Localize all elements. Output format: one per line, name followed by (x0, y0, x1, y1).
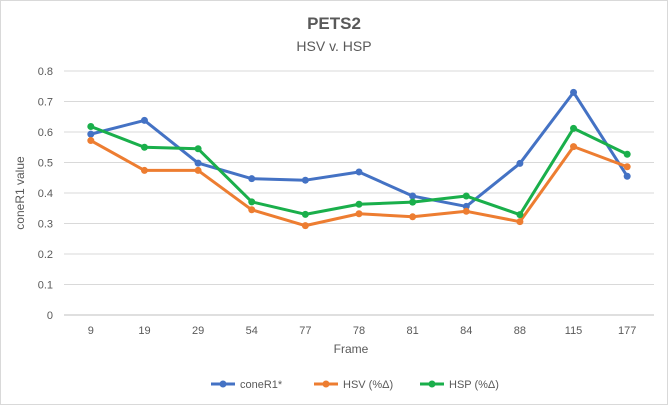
x-tick-label: 78 (353, 325, 365, 337)
data-point (248, 175, 256, 183)
y-tick-label: 0 (47, 310, 53, 322)
data-point (301, 176, 309, 184)
x-tick-label: 84 (460, 325, 472, 337)
data-point (623, 172, 631, 180)
data-point (516, 218, 524, 226)
data-point (87, 123, 95, 131)
data-point (355, 210, 363, 218)
x-tick-label: 88 (514, 325, 526, 337)
legend-label: coneR1* (240, 379, 283, 391)
y-tick-label: 0.6 (38, 127, 53, 139)
data-point (355, 200, 363, 208)
data-point (623, 163, 631, 171)
data-point (194, 166, 202, 174)
data-point (355, 168, 363, 176)
data-point (570, 143, 578, 151)
y-tick-label: 0.3 (38, 219, 53, 231)
y-tick-label: 0.5 (38, 158, 53, 170)
legend-item: coneR1* (211, 379, 283, 391)
data-point (87, 130, 95, 138)
data-point (409, 198, 417, 206)
data-point (462, 207, 470, 215)
data-point (301, 222, 309, 230)
data-point (462, 202, 470, 210)
y-axis-ticks: 0 0.1 0.2 0.3 0.4 0.5 0.6 0.7 0.8 (38, 66, 53, 322)
data-point (462, 192, 470, 200)
data-point (516, 211, 524, 219)
legend-item: HSP (%Δ) (420, 379, 499, 391)
y-tick-label: 0.4 (38, 188, 53, 200)
x-axis-label: Frame (334, 342, 369, 356)
data-point (409, 192, 417, 200)
x-tick-label: 115 (565, 325, 583, 337)
legend-label: HSV (%Δ) (343, 379, 393, 391)
data-point (570, 124, 578, 132)
data-point (623, 150, 631, 158)
data-point (248, 206, 256, 214)
x-tick-label: 29 (192, 325, 204, 337)
y-axis-label: coneR1 value (13, 156, 27, 230)
x-tick-label: 81 (407, 325, 419, 337)
y-tick-label: 0.1 (38, 280, 53, 292)
legend-item: HSV (%Δ) (314, 379, 393, 391)
data-point (87, 137, 95, 145)
data-point (570, 88, 578, 96)
chart-subtitle: HSV v. HSP (296, 38, 371, 54)
legend-marker (428, 380, 436, 388)
series-3 (87, 123, 631, 219)
series-lines (87, 88, 631, 230)
data-point (409, 213, 417, 221)
data-point (301, 210, 309, 218)
data-point (140, 143, 148, 151)
data-point (194, 159, 202, 167)
data-point (140, 116, 148, 124)
series-2 (87, 137, 631, 230)
gridlines (64, 70, 654, 316)
data-point (248, 198, 256, 206)
y-tick-label: 0.7 (38, 97, 53, 109)
data-point (516, 159, 524, 167)
y-tick-label: 0.2 (38, 249, 53, 261)
legend-marker (219, 380, 227, 388)
y-tick-label: 0.8 (38, 66, 53, 78)
x-tick-label: 19 (138, 325, 150, 337)
legend: coneR1* HSV (%Δ) HSP (%Δ) (211, 379, 499, 391)
legend-marker (322, 380, 330, 388)
x-tick-label: 77 (299, 325, 311, 337)
data-point (140, 166, 148, 174)
x-tick-label: 177 (618, 325, 636, 337)
x-tick-label: 9 (88, 325, 94, 337)
x-axis-ticks: 9 19 29 54 77 78 81 84 88 115 177 (88, 325, 637, 337)
legend-label: HSP (%Δ) (449, 379, 499, 391)
chart-title: PETS2 (307, 14, 361, 33)
x-tick-label: 54 (246, 325, 258, 337)
data-point (194, 145, 202, 153)
